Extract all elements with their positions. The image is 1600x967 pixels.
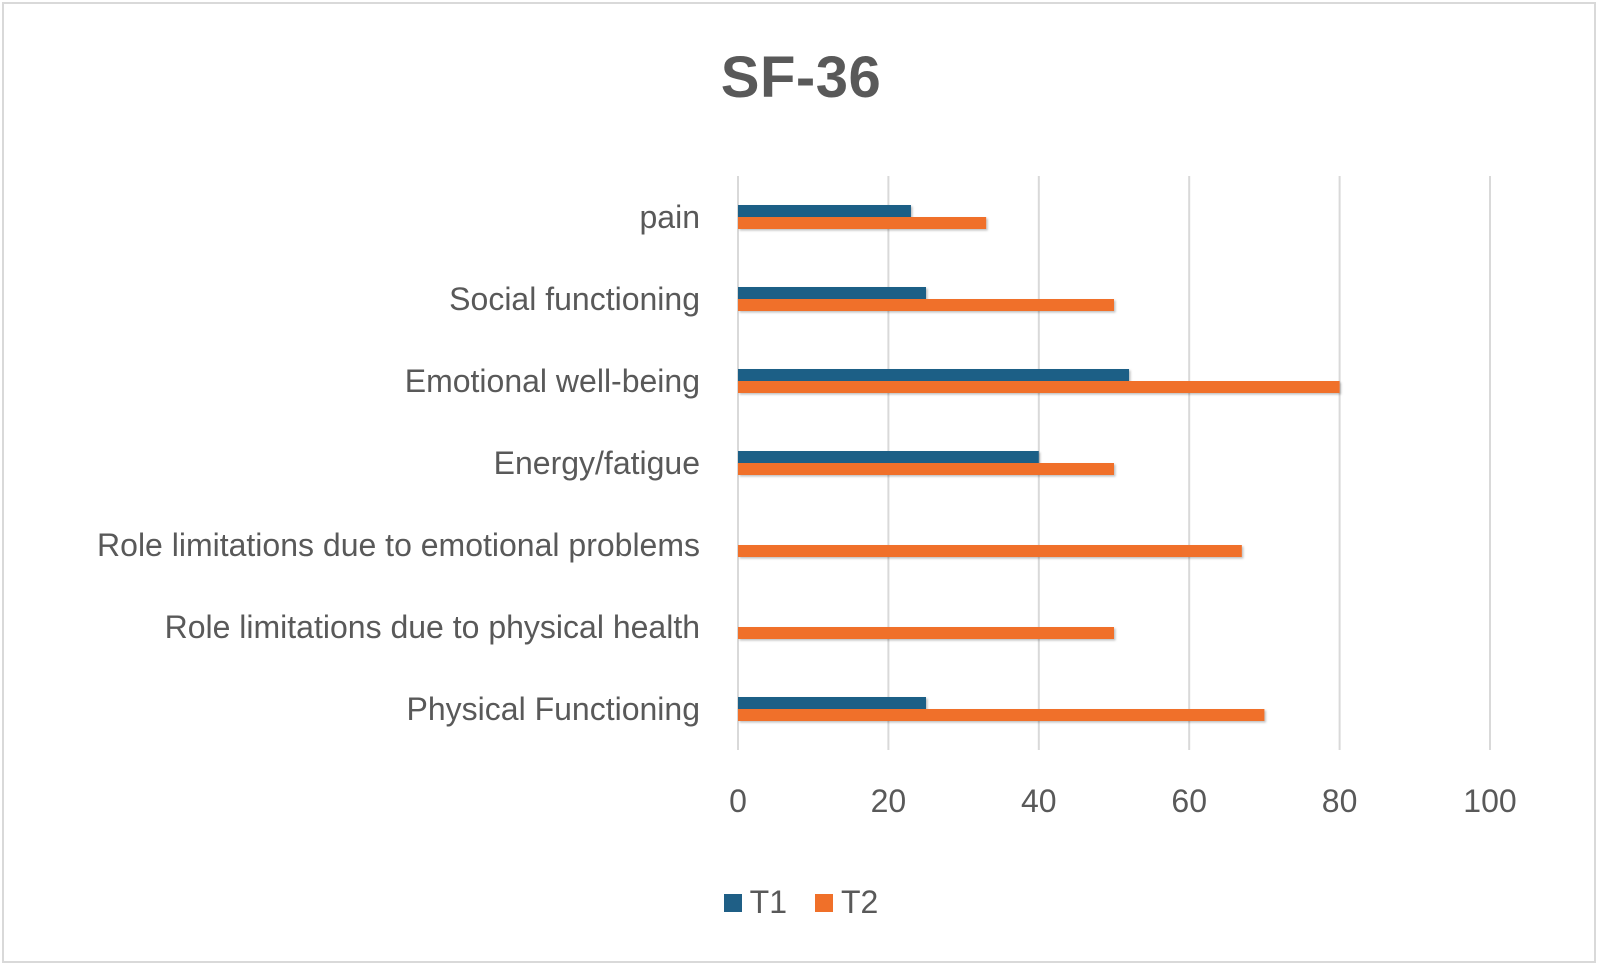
category-label: Emotional well-being xyxy=(405,363,700,399)
legend-item-t2: T2 xyxy=(815,884,878,921)
chart-title: SF-36 xyxy=(720,45,882,110)
x-tick-label: 80 xyxy=(1322,783,1358,819)
legend-item-t1: T1 xyxy=(723,884,787,921)
legend-label: T1 xyxy=(749,884,787,920)
x-tick-label: 60 xyxy=(1171,783,1207,819)
bar-t2-6 xyxy=(738,217,987,229)
bar-t1-0 xyxy=(738,697,926,709)
category-label: Energy/fatigue xyxy=(494,445,700,481)
bar-t2-2 xyxy=(738,545,1242,557)
bar-t1-6 xyxy=(738,205,911,217)
bar-t2-4 xyxy=(738,381,1340,393)
bars xyxy=(738,205,1340,721)
category-label: pain xyxy=(640,199,701,235)
chart-plot: Physical Functioning Role limitations due… xyxy=(97,176,1517,819)
bar-t1-3 xyxy=(738,451,1039,463)
category-label: Social functioning xyxy=(449,281,700,317)
legend-swatch xyxy=(723,893,742,912)
category-label: Role limitations due to physical health xyxy=(165,609,700,645)
legend-label: T2 xyxy=(841,884,879,920)
category-labels: Physical Functioning Role limitations due… xyxy=(97,199,700,727)
category-label: Physical Functioning xyxy=(407,691,700,727)
x-tick-label: 100 xyxy=(1463,783,1516,819)
bar-t2-1 xyxy=(738,627,1114,639)
x-tick-label: 20 xyxy=(871,783,907,819)
bar-t1-5 xyxy=(738,287,926,299)
bar-t2-0 xyxy=(738,709,1265,721)
x-tick-labels: 0 20 40 60 80 100 xyxy=(729,783,1517,819)
bar-t2-5 xyxy=(738,299,1114,311)
x-tick-label: 0 xyxy=(729,783,747,819)
legend: T1 T2 xyxy=(4,884,1598,921)
legend-swatch xyxy=(815,893,833,912)
bar-t1-4 xyxy=(738,369,1130,381)
bar-t2-3 xyxy=(738,463,1114,475)
category-label: Role limitations due to emotional proble… xyxy=(97,527,700,563)
x-tick-label: 40 xyxy=(1021,783,1057,819)
